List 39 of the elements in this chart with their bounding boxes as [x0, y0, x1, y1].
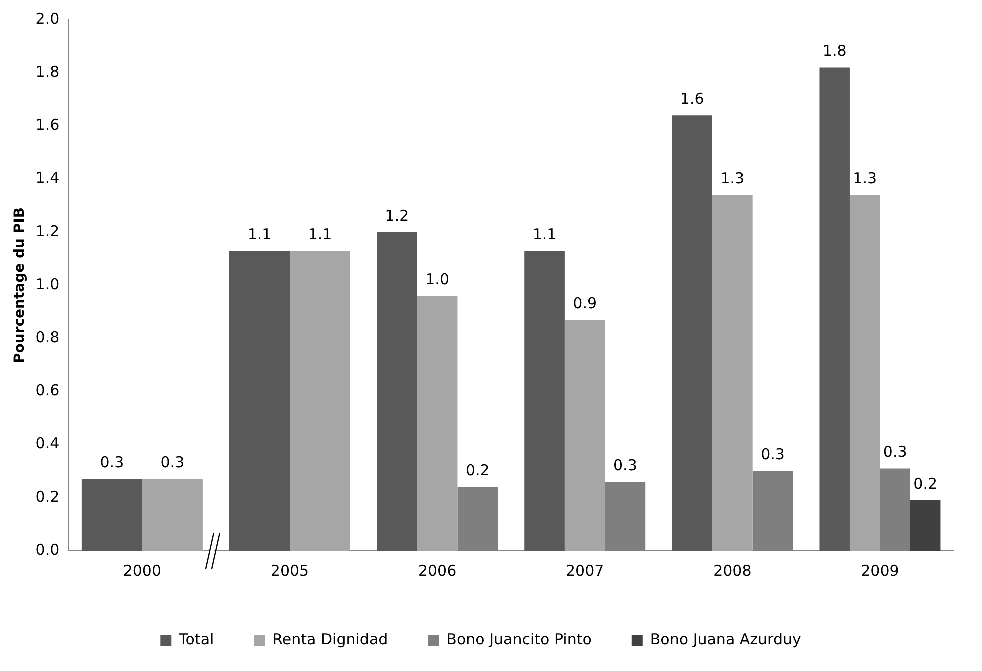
legend-label: Total — [178, 630, 214, 648]
data-label: 1.0 — [426, 270, 450, 289]
legend-label: Renta Dignidad — [272, 630, 388, 648]
x-tick-label: 2008 — [714, 562, 752, 580]
data-label: 0.9 — [573, 294, 598, 312]
data-label: 0.3 — [100, 454, 124, 472]
legend-label: Bono Juana Azurduy — [650, 630, 802, 648]
data-label: 1.1 — [532, 225, 557, 244]
data-label: 0.3 — [614, 456, 638, 474]
x-tick-label: 2000 — [123, 562, 162, 580]
data-label: 0.2 — [914, 474, 938, 493]
data-label: 0.3 — [160, 454, 185, 472]
data-label: 1.1 — [248, 225, 272, 244]
y-tick-label: 1.8 — [36, 62, 60, 81]
y-tick-label: 0.2 — [36, 488, 60, 506]
data-label: 1.8 — [822, 42, 847, 60]
legend-label: Bono Juancito Pinto — [446, 630, 592, 648]
data-label: 0.3 — [883, 443, 908, 462]
y-axis-title: Pourcentage du PIB — [12, 207, 28, 364]
data-label: 0.2 — [466, 462, 490, 480]
data-label: 1.3 — [853, 170, 878, 188]
x-tick-label: 2007 — [566, 562, 604, 580]
data-label: 1.2 — [385, 206, 410, 225]
y-tick-label: 0.0 — [36, 540, 60, 559]
y-tick-label: 0.8 — [36, 328, 60, 346]
data-label: 1.3 — [720, 170, 745, 188]
data-label: 1.1 — [308, 225, 332, 244]
y-tick-label: 1.6 — [36, 116, 60, 134]
x-tick-label: 2006 — [418, 562, 457, 580]
x-tick-label: 2009 — [861, 562, 900, 580]
y-tick-label: 1.2 — [36, 222, 60, 240]
data-label: 0.3 — [761, 446, 785, 464]
y-tick-label: 0.4 — [36, 434, 60, 453]
y-tick-label: 0.6 — [36, 382, 60, 400]
data-label: 1.6 — [680, 90, 704, 108]
y-tick-label: 1.0 — [36, 275, 60, 294]
x-tick-label: 2005 — [270, 562, 310, 580]
y-tick-label: 2.0 — [36, 10, 60, 28]
y-tick-label: 1.4 — [36, 169, 60, 188]
